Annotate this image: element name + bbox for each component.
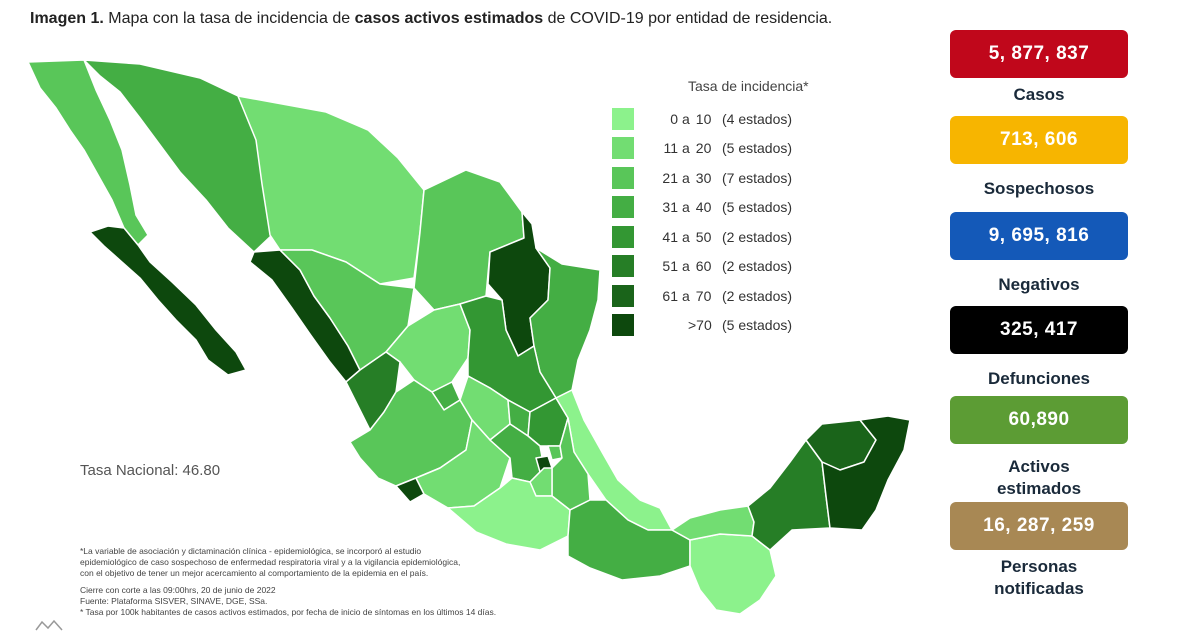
legend-range-to: 60	[695, 258, 712, 275]
stat-value-box: 713, 606	[950, 116, 1128, 164]
legend-range-sep: a	[682, 169, 690, 186]
legend-range-to: 10	[695, 110, 712, 127]
legend-range-sep: a	[682, 228, 690, 245]
legend-count: (2 estados)	[722, 287, 793, 304]
legend-count: (2 estados)	[722, 228, 793, 245]
legend-item: 11 a 20 (5 estados)	[612, 134, 852, 164]
legend: Tasa de incidencia* 0 a 10 (4 estados) 11 a 20…	[612, 78, 852, 340]
legend-range-from: 11	[663, 140, 678, 157]
note-line: epidemiológico de caso sospechoso de enf…	[80, 557, 461, 567]
legend-range-to: >70	[688, 317, 712, 334]
legend-range-sep: a	[682, 287, 690, 304]
stat-label: Casos	[1013, 85, 1065, 104]
legend-range-to: 40	[695, 199, 712, 216]
legend-count: (5 estados)	[722, 199, 793, 216]
state-sonora[interactable]	[83, 59, 273, 253]
legend-range-sep: a	[682, 258, 690, 275]
legend-range: >70	[648, 317, 722, 333]
legend-range: 11 a 20	[648, 140, 722, 156]
legend-swatch	[612, 314, 634, 337]
legend-range-sep: a	[682, 110, 690, 127]
legend-range-from: 31	[662, 199, 678, 216]
stat-value-box: 16, 287, 259	[950, 502, 1128, 550]
legend-item: 41 a 50 (2 estados)	[612, 222, 852, 252]
legend-swatch	[612, 196, 634, 219]
legend-swatch	[612, 284, 634, 307]
figure-label: Imagen 1.	[30, 10, 104, 27]
state-tabasco[interactable]	[671, 505, 755, 541]
legend-range-from: 51	[662, 258, 678, 275]
legend-item: 0 a 10 (4 estados)	[612, 104, 852, 134]
stat-label: Activos estimados	[996, 457, 1082, 498]
legend-count: (4 estados)	[722, 110, 793, 127]
note-line: con el objetivo de tener un mejor acerca…	[80, 568, 429, 578]
national-rate: Tasa Nacional: 46.80	[80, 462, 221, 479]
legend-range: 31 a 40	[648, 199, 722, 215]
legend-range: 51 a 60	[648, 258, 722, 274]
state-baja-california-sur[interactable]	[89, 225, 247, 376]
legend-item: 61 a 70 (2 estados)	[612, 281, 852, 311]
legend-swatch	[612, 255, 634, 278]
legend-count: (5 estados)	[722, 140, 793, 157]
legend-range: 61 a 70	[648, 288, 722, 304]
legend-range-to: 20	[695, 140, 712, 157]
legend-swatch	[612, 137, 634, 160]
footnotes: *La variable de asociación y dictaminaci…	[80, 546, 550, 618]
legend-title: Tasa de incidencia*	[688, 78, 809, 94]
legend-count: (5 estados)	[722, 317, 793, 334]
legend-count: (2 estados)	[722, 258, 793, 275]
stat-label: Negativos	[998, 275, 1080, 294]
title-text-1: Mapa con la tasa de incidencia de	[103, 10, 355, 27]
legend-item: 21 a 30 (7 estados)	[612, 163, 852, 193]
title-text-2: de COVID-19 por entidad de residencia.	[543, 10, 833, 27]
legend-range-from: 41	[662, 228, 678, 245]
legend-range-from: 0	[670, 110, 678, 127]
stat-value-box: 325, 417	[950, 306, 1128, 354]
legend-count: (7 estados)	[722, 169, 793, 186]
legend-item: >70 (5 estados)	[612, 311, 852, 341]
stat-value-box: 9, 695, 816	[950, 212, 1128, 260]
state-chiapas[interactable]	[689, 533, 777, 615]
legend-range-to: 50	[695, 228, 712, 245]
legend-range-to: 70	[695, 287, 712, 304]
note-rate-definition: * Tasa por 100k habitantes de casos acti…	[80, 607, 497, 617]
legend-range-from: 21	[662, 169, 678, 186]
logo-fragment-icon	[35, 619, 63, 631]
stat-label: Defunciones	[987, 369, 1091, 388]
legend-swatch	[612, 225, 634, 248]
stat-label: Personas notificadas	[994, 557, 1084, 598]
stat-value-box: 5, 877, 837	[950, 30, 1128, 78]
note-source: Fuente: Plataforma SISVER, SINAVE, DGE, …	[80, 596, 268, 606]
legend-range: 21 a 30	[648, 170, 722, 186]
note-cutoff: Cierre con corte a las 09:00hrs, 20 de j…	[80, 585, 276, 595]
state-guerrero[interactable]	[447, 477, 571, 551]
legend-swatch	[612, 107, 634, 130]
state-quintana-roo[interactable]	[821, 415, 911, 531]
legend-item: 51 a 60 (2 estados)	[612, 252, 852, 282]
legend-range-sep: a	[682, 140, 690, 157]
title-bold: casos activos estimados	[354, 10, 544, 27]
legend-range-sep: a	[682, 199, 690, 216]
stat-label: Sospechosos	[983, 179, 1095, 198]
legend-swatch	[612, 166, 634, 189]
stat-value-box: 60,890	[950, 396, 1128, 444]
note-line: *La variable de asociación y dictaminaci…	[80, 546, 422, 556]
legend-range: 0 a 10	[648, 111, 722, 127]
legend-range: 41 a 50	[648, 229, 722, 245]
legend-range-to: 30	[695, 169, 712, 186]
mexico-map	[27, 59, 911, 615]
figure-title: Imagen 1. Mapa con la tasa de incidencia…	[30, 10, 832, 28]
legend-range-from: 61	[662, 287, 678, 304]
legend-item: 31 a 40 (5 estados)	[612, 193, 852, 223]
